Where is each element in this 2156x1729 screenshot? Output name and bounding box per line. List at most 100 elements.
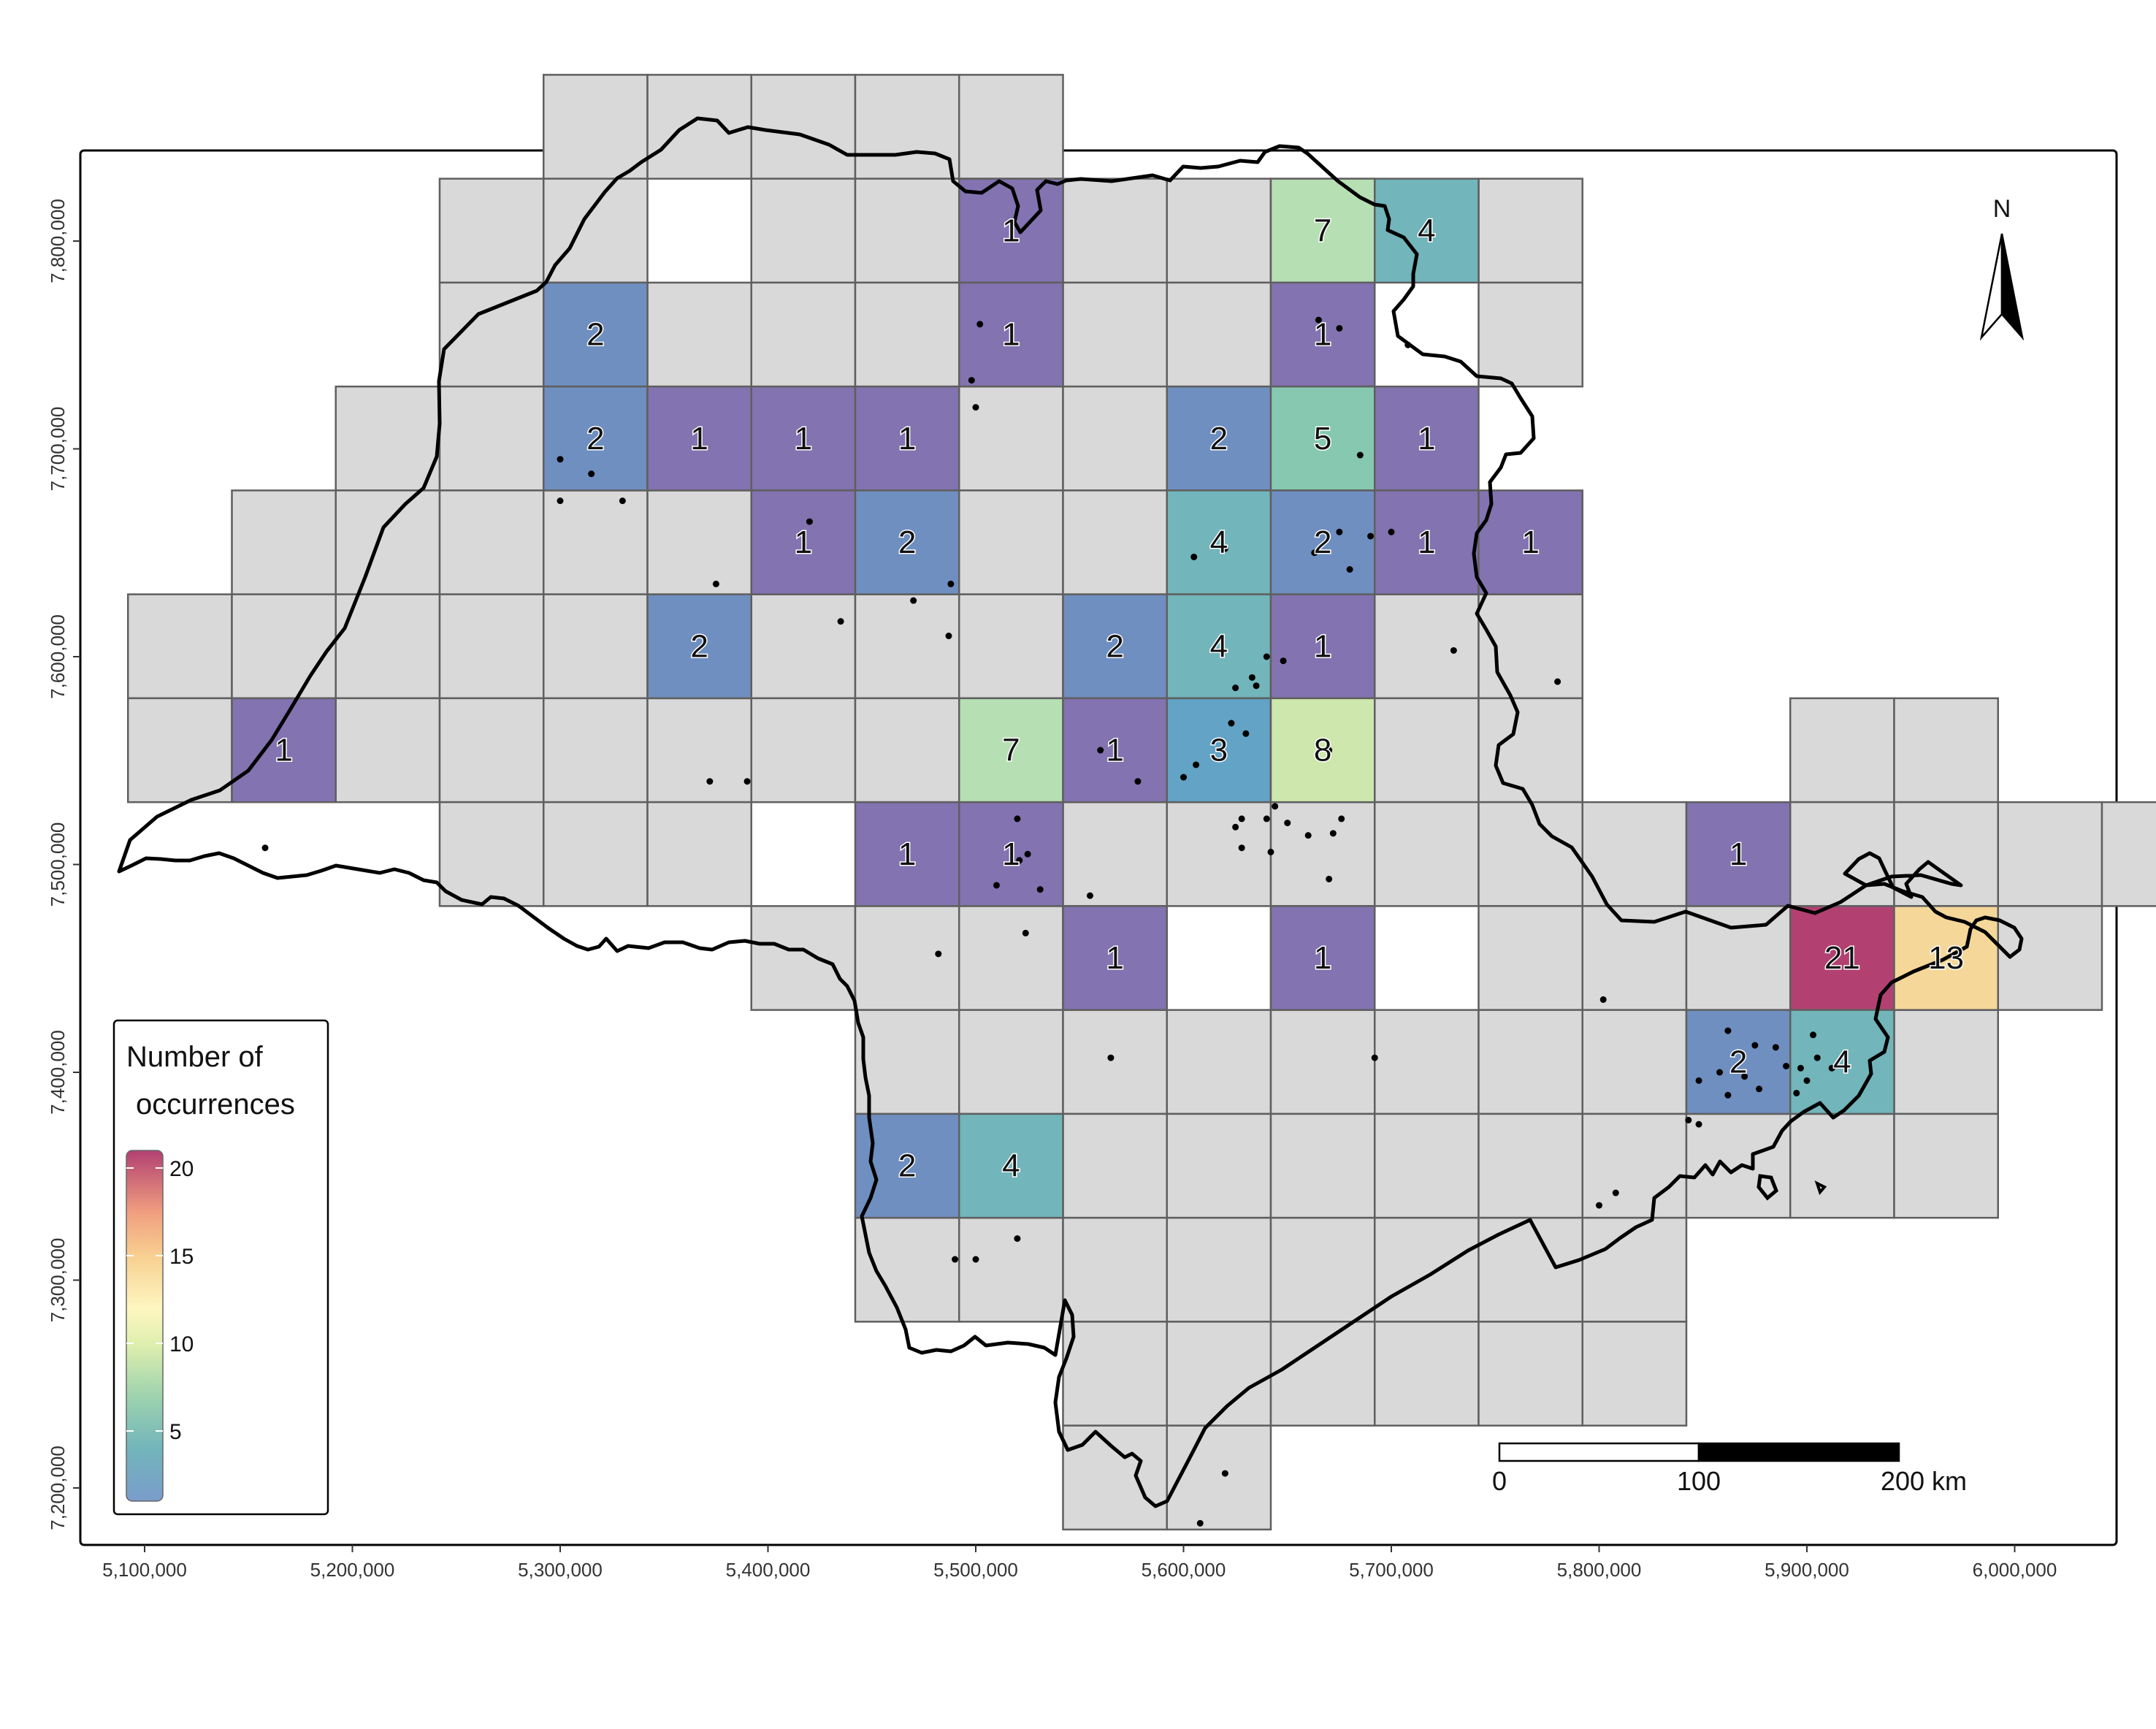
grid-cell-empty — [335, 697, 441, 804]
occurrence-point — [261, 844, 269, 852]
grid-cell-empty — [438, 697, 545, 804]
grid-cell-empty — [1789, 697, 1895, 804]
occurrence-point — [1813, 1054, 1821, 1061]
legend-tick-label: 5 — [169, 1420, 182, 1444]
grid-cell-empty — [1478, 905, 1583, 1011]
occurrence-point — [1685, 1116, 1692, 1123]
x-tick-label: 5,300,000 — [518, 1559, 603, 1581]
cell-count-label: 8 — [1314, 733, 1331, 768]
grid-cell-empty — [1373, 1321, 1480, 1427]
grid-cell-occupied — [1478, 489, 1583, 595]
grid-cell-empty — [1166, 281, 1272, 388]
x-tick-label: 5,800,000 — [1557, 1559, 1642, 1581]
grid-cell-empty — [1062, 1424, 1168, 1531]
cell-count-label: 7 — [1314, 213, 1331, 248]
occurrence-point — [1196, 1519, 1204, 1527]
occurrence-point — [1024, 850, 1031, 858]
grid-cell-occupied — [957, 281, 1064, 388]
grid-cell-empty — [1997, 801, 2103, 907]
x-tick-label: 5,900,000 — [1765, 1559, 1849, 1581]
cell-count-label: 1 — [1418, 421, 1435, 457]
grid-cell-empty — [957, 489, 1064, 595]
state-outline — [117, 116, 2024, 1508]
x-axis: 5,100,000 5,200,000 5,300,000 5,400,000 5,50… — [102, 1545, 2057, 1581]
occurrence-point — [910, 597, 917, 604]
cell-count-label: 1 — [898, 421, 916, 457]
grid-cells — [126, 74, 2156, 1531]
grid-cell-empty — [854, 905, 960, 1011]
occurrence-point — [1267, 848, 1274, 855]
cell-count-label: 1 — [1314, 317, 1331, 353]
x-tick-label: 5,400,000 — [726, 1559, 811, 1581]
grid-cell-empty — [1581, 1321, 1688, 1427]
grid-cell-empty — [750, 697, 857, 804]
grid-cell-occupied — [1269, 281, 1376, 388]
grid-cell-occupied — [646, 385, 752, 492]
occurrence-point — [1751, 1042, 1759, 1049]
cell-count-label: 4 — [1210, 628, 1228, 664]
cell-count-label: 1 — [1002, 213, 1020, 248]
legend-tick-label: 10 — [169, 1332, 194, 1356]
grid-cell-empty — [750, 905, 857, 1011]
grid-cell-occupied — [1269, 593, 1376, 700]
occurrence-point — [952, 1256, 959, 1263]
grid-cell-empty — [1478, 1321, 1583, 1427]
occurrence-point — [1388, 528, 1395, 535]
cell-count-label: 1 — [1521, 524, 1539, 560]
grid-cell-empty — [854, 178, 960, 284]
occurrence-point — [1280, 657, 1287, 665]
grid-cell-occupied — [1166, 697, 1272, 804]
grid-cell-empty — [1269, 801, 1376, 907]
grid-cell-empty — [542, 801, 649, 907]
grid-cell-occupied — [1789, 1009, 1895, 1115]
occurrence-point — [588, 470, 595, 478]
occurrence-point — [972, 1256, 979, 1263]
occurrence-point — [1596, 1202, 1602, 1209]
grid-cell-empty — [335, 385, 441, 492]
y-tick-label: 7,800,000 — [47, 199, 69, 283]
occurrence-point — [1695, 1121, 1702, 1128]
grid-cell-empty — [957, 593, 1064, 700]
cell-count-label: 4 — [1210, 524, 1228, 560]
y-tick-label: 7,400,000 — [47, 1030, 69, 1115]
occurrence-point — [1326, 747, 1333, 754]
scale-bar: 0 100 200 km — [1492, 1442, 1967, 1496]
x-tick-label: 5,100,000 — [102, 1559, 187, 1581]
occurrence-point — [1263, 815, 1270, 822]
cell-count-label: 2 — [690, 628, 708, 664]
grid-cell-empty — [1478, 178, 1583, 284]
grid-cell-empty — [1893, 1009, 1999, 1115]
grid-cell-empty — [126, 593, 233, 700]
legend-tick-label: 15 — [169, 1245, 194, 1269]
occurrence-point — [1263, 653, 1270, 660]
occurrence-point — [1404, 341, 1412, 348]
grid-cell-empty — [1166, 1321, 1272, 1427]
grid-cell-empty — [542, 593, 649, 700]
grid-cell-empty — [1478, 1009, 1583, 1115]
occurrence-point — [1284, 820, 1291, 827]
grid-cell-occupied — [1269, 905, 1376, 1011]
occurrence-point — [1014, 815, 1021, 822]
occurrence-point — [706, 778, 714, 785]
cell-count-label: 4 — [1002, 1148, 1020, 1184]
occurrence-point — [1242, 730, 1250, 737]
occurrence-point — [1329, 830, 1337, 837]
grid-cell-empty — [1062, 281, 1168, 388]
cell-count-label: 13 — [1928, 940, 1964, 976]
grid-cell-empty — [1166, 801, 1272, 907]
occurrence-point — [968, 377, 975, 384]
grid-cell-occupied — [1789, 905, 1895, 1011]
y-tick-label: 7,500,000 — [47, 822, 69, 907]
grid-cell-empty — [957, 1009, 1064, 1115]
grid-cell-occupied — [854, 801, 960, 907]
grid-cell-empty — [1166, 1216, 1272, 1323]
occurrence-point — [1036, 886, 1044, 893]
occurrence-point — [557, 456, 564, 463]
grid-cell-empty — [1685, 905, 1792, 1011]
occurrence-point — [1272, 803, 1279, 810]
grid-cell-empty — [854, 281, 960, 388]
grid-cell-empty — [1062, 801, 1168, 907]
occurrence-point — [1828, 1064, 1835, 1072]
